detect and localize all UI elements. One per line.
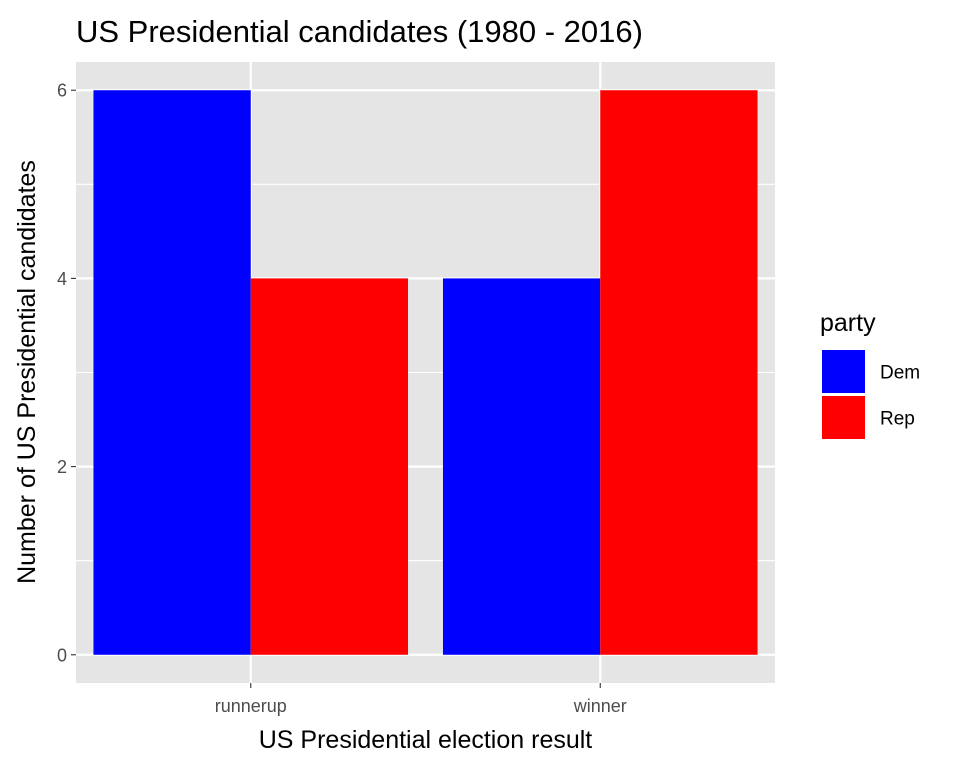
- x-axis-title: US Presidential election result: [259, 726, 593, 754]
- legend-key-rep: [822, 396, 865, 439]
- bar-dem-runnerup: [93, 90, 251, 655]
- bar-rep-runnerup: [250, 278, 409, 655]
- bars-layer: [93, 90, 758, 655]
- x-tick-label: winner: [573, 696, 627, 716]
- y-tick-label: 2: [57, 457, 67, 477]
- x-axis: runnerup winner: [215, 683, 627, 716]
- legend-label-rep: Rep: [880, 409, 915, 430]
- y-tick-label: 0: [57, 645, 67, 665]
- x-tick-label: runnerup: [215, 696, 287, 716]
- legend: party Dem Rep: [820, 309, 920, 439]
- bar-dem-winner: [442, 278, 601, 655]
- y-axis-title: Number of US Presidential candidates: [13, 160, 41, 584]
- legend-key-dem: [822, 350, 865, 393]
- bar-rep-winner: [600, 90, 758, 655]
- y-axis: 0 2 4 6: [57, 81, 76, 665]
- y-tick-label: 4: [57, 269, 67, 289]
- legend-title: party: [820, 309, 876, 337]
- legend-label-dem: Dem: [880, 363, 920, 384]
- plot-panel: [76, 62, 775, 683]
- y-tick-label: 6: [57, 81, 67, 101]
- chart-title: US Presidential candidates (1980 - 2016): [76, 14, 643, 49]
- legend-items: Dem Rep: [822, 350, 920, 439]
